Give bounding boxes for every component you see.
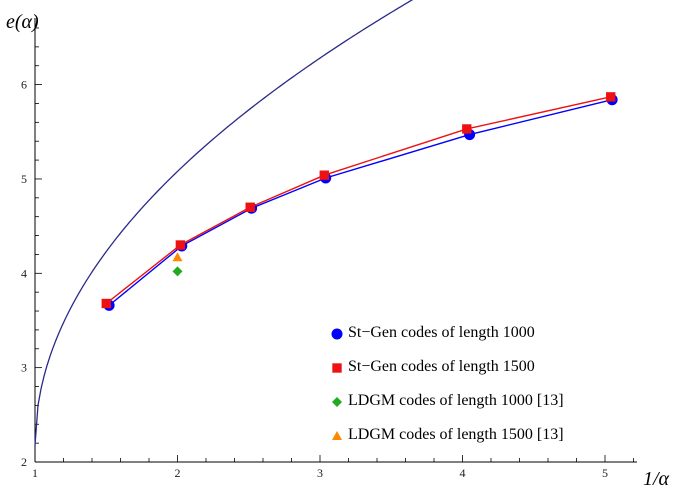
legend: St−Gen codes of length 1000 St−Gen codes …	[331, 324, 564, 443]
series-1	[103, 94, 618, 311]
series-line	[108, 99, 613, 306]
data-point-triangle	[332, 431, 342, 440]
y-tick-label: 4	[21, 266, 27, 280]
y-tick-label: 3	[21, 361, 27, 375]
y-tick-label: 2	[21, 455, 27, 469]
series-layer	[101, 92, 618, 311]
reference-curve	[34, 0, 414, 446]
data-point-square	[101, 298, 111, 309]
data-point-square	[245, 202, 255, 212]
x-tick-label: 5	[602, 466, 608, 480]
reference-curve-layer	[34, 0, 414, 446]
y-tick-label: 5	[21, 172, 27, 186]
data-point-triangle	[172, 252, 183, 262]
data-point-square	[462, 124, 472, 134]
x-tick-label: 1	[32, 466, 38, 480]
x-tick-label: 3	[317, 466, 323, 480]
series-3	[172, 266, 183, 277]
series-2	[101, 92, 616, 309]
data-point-square	[332, 363, 342, 373]
data-point-square	[319, 170, 329, 180]
data-point-square	[606, 92, 616, 102]
legend-entry-label: LDGM codes of length 1500 [13]	[348, 426, 564, 443]
legend-entry-label: LDGM codes of length 1000 [13]	[348, 392, 564, 409]
y-tick-label: 6	[21, 78, 27, 92]
series-line	[105, 96, 611, 305]
data-point-square	[175, 240, 186, 250]
legend-entry-label: St−Gen codes of length 1000	[348, 324, 535, 341]
data-point-diamond	[172, 266, 183, 277]
x-axis-label: 1/α	[643, 468, 670, 490]
y-axis-label: e(α)	[6, 11, 39, 33]
series-4	[172, 252, 183, 262]
data-point-diamond	[332, 397, 342, 407]
x-tick-label: 2	[175, 466, 181, 480]
legend-entry-label: St−Gen codes of length 1500	[348, 358, 535, 375]
x-tick-label: 4	[460, 466, 466, 480]
data-point-circle	[331, 328, 343, 340]
